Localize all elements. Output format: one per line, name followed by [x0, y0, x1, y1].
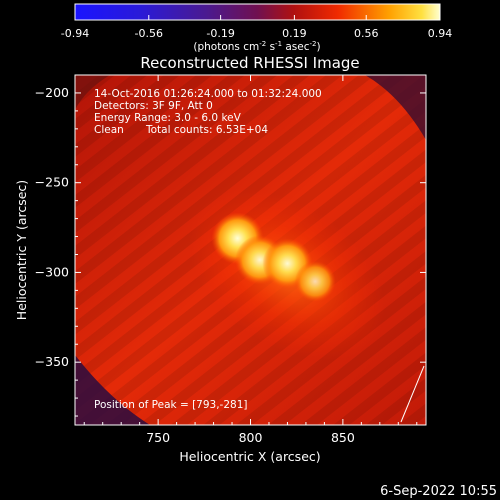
annotation-method: Clean — [94, 124, 124, 136]
colorbar-tick-label: -0.19 — [206, 27, 234, 40]
y-tick-label: −200 — [35, 85, 69, 100]
source-blob-4 — [294, 261, 336, 302]
y-axis-ticks: −200 −250 −300 −350 — [35, 74, 426, 417]
limb-line — [400, 365, 425, 423]
chart-title: Reconstructed RHESSI Image — [140, 54, 359, 72]
colorbar-ticks: -0.94 -0.56 -0.19 0.19 0.56 0.94 — [61, 15, 452, 40]
y-axis-label: Heliocentric Y (arcsec) — [14, 180, 29, 320]
y-tick-label: −350 — [35, 354, 69, 369]
heatmap-corner-top-right — [365, 75, 426, 140]
colorbar-tick-label: 0.19 — [282, 27, 307, 40]
colorbar-tick-label: 0.94 — [428, 27, 453, 40]
colorbar-tick-label: -0.56 — [135, 27, 163, 40]
x-axis-ticks: 750 800 850 — [83, 75, 418, 445]
colorbar-units-label: (photons cm-2 s-1 asec-2) — [193, 40, 320, 53]
y-tick-label: −250 — [35, 175, 69, 190]
y-tick-label: −300 — [35, 264, 69, 279]
x-axis-label: Heliocentric X (arcsec) — [179, 449, 320, 464]
heatmap-image — [75, 75, 426, 425]
footer-timestamp: 6-Sep-2022 10:55 — [380, 484, 497, 499]
annotation-total-counts: Total counts: 6.53E+04 — [145, 124, 268, 136]
colorbar — [74, 3, 441, 21]
source-blobs — [211, 212, 336, 302]
x-tick-label: 750 — [146, 430, 170, 445]
heatmap-corner-bottom-left — [75, 355, 150, 425]
annotation-time-range: 14-Oct-2016 01:26:24.000 to 01:32:24.000 — [94, 88, 322, 100]
annotation-block: 14-Oct-2016 01:26:24.000 to 01:32:24.000… — [94, 88, 322, 136]
x-tick-label: 850 — [331, 430, 355, 445]
annotation-detectors: Detectors: 3F 9F, Att 0 — [94, 100, 213, 112]
colorbar-tick-label: 0.56 — [354, 27, 379, 40]
heatmap-corner-top-left — [75, 75, 110, 110]
colorbar-tick-label: -0.94 — [61, 27, 89, 40]
peak-position-label: Position of Peak = [793,-281] — [94, 399, 248, 411]
annotation-energy-range: Energy Range: 3.0 - 6.0 keV — [94, 112, 242, 124]
x-tick-label: 800 — [239, 430, 263, 445]
